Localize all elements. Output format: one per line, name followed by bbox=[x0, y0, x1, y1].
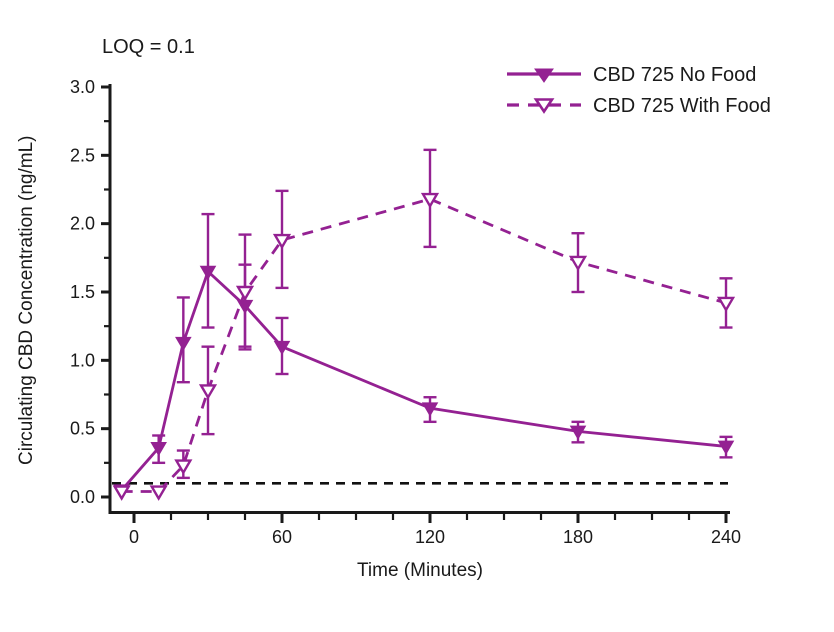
data-point-filled-triangle bbox=[199, 265, 217, 280]
y-tick-label: 2.0 bbox=[70, 214, 95, 234]
data-point-filled-triangle bbox=[273, 340, 291, 356]
data-point-open-triangle bbox=[198, 384, 218, 400]
x-axis-title: Time (Minutes) bbox=[357, 560, 483, 581]
data-point-filled-triangle bbox=[175, 336, 192, 352]
data-point-filled-triangle bbox=[150, 442, 167, 457]
solid-line-filled-triangle-icon bbox=[507, 68, 581, 83]
y-tick-label: 2.5 bbox=[70, 145, 95, 165]
y-axis-title: Circulating CBD Concentration (ng/mL) bbox=[16, 135, 37, 465]
y-tick-label: 0.5 bbox=[70, 419, 95, 439]
x-tick-label: 180 bbox=[563, 527, 593, 547]
legend-entry-with-food: CBD 725 With Food bbox=[505, 93, 771, 119]
data-point-filled-triangle bbox=[421, 402, 439, 417]
legend: CBD 725 No Food CBD 725 With Food bbox=[505, 62, 771, 119]
legend-entry-no-food: CBD 725 No Food bbox=[505, 62, 771, 88]
legend-label-with-food: CBD 725 With Food bbox=[593, 94, 771, 117]
loq-annotation: LOQ = 0.1 bbox=[102, 36, 195, 58]
y-tick-label: 3.0 bbox=[70, 77, 95, 97]
data-point-open-triangle bbox=[272, 233, 292, 250]
x-tick-label: 0 bbox=[129, 527, 139, 547]
legend-label-no-food: CBD 725 No Food bbox=[593, 63, 757, 86]
y-tick-label: 1.0 bbox=[70, 350, 95, 370]
data-point-open-triangle bbox=[112, 485, 131, 501]
x-tick-label: 240 bbox=[711, 527, 741, 547]
data-point-filled-triangle bbox=[569, 425, 587, 440]
data-point-open-triangle bbox=[568, 255, 588, 272]
data-point-open-triangle bbox=[716, 296, 736, 313]
x-tick-label: 60 bbox=[272, 527, 292, 547]
data-point-open-triangle bbox=[420, 192, 440, 209]
data-point-open-triangle bbox=[235, 285, 255, 302]
data-point-open-triangle bbox=[149, 485, 168, 501]
data-point-filled-triangle bbox=[717, 440, 735, 455]
data-point-open-triangle bbox=[174, 459, 193, 475]
y-tick-label: 0.0 bbox=[70, 487, 95, 507]
y-tick-label: 1.5 bbox=[70, 282, 95, 302]
x-tick-label: 120 bbox=[415, 527, 445, 547]
dashed-line-open-triangle-icon bbox=[507, 98, 581, 114]
series-line-with-food bbox=[121, 197, 727, 493]
